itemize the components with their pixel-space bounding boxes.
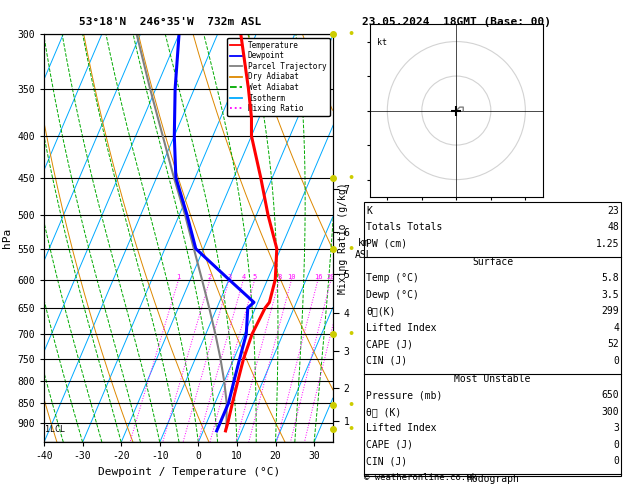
Text: 299: 299	[601, 306, 619, 316]
Text: 23: 23	[607, 206, 619, 216]
Text: 3.5: 3.5	[601, 290, 619, 300]
Text: θᴄ (K): θᴄ (K)	[366, 407, 401, 417]
Text: 1.25: 1.25	[596, 239, 619, 249]
Legend: Temperature, Dewpoint, Parcel Trajectory, Dry Adiabat, Wet Adiabat, Isotherm, Mi: Temperature, Dewpoint, Parcel Trajectory…	[227, 38, 330, 116]
Text: 4: 4	[613, 323, 619, 333]
Text: 2: 2	[208, 274, 212, 279]
Text: 0: 0	[613, 440, 619, 450]
Text: •: •	[347, 29, 355, 39]
Text: Hodograph: Hodograph	[466, 474, 519, 485]
Text: CIN (J): CIN (J)	[366, 356, 407, 366]
Text: Mixing Ratio (g/kg): Mixing Ratio (g/kg)	[338, 182, 348, 294]
Text: Lifted Index: Lifted Index	[366, 423, 437, 434]
Text: 0: 0	[613, 456, 619, 467]
Text: 0: 0	[613, 356, 619, 366]
Text: 5: 5	[253, 274, 257, 279]
Text: 20: 20	[326, 274, 335, 279]
Text: 4: 4	[242, 274, 245, 279]
Text: 5.8: 5.8	[601, 273, 619, 283]
Text: •: •	[347, 400, 355, 410]
Text: CAPE (J): CAPE (J)	[366, 440, 413, 450]
Text: •: •	[347, 329, 355, 339]
Text: 10: 10	[287, 274, 296, 279]
Text: 3: 3	[227, 274, 231, 279]
Text: Pressure (mb): Pressure (mb)	[366, 390, 442, 400]
Text: •: •	[347, 243, 355, 254]
Text: 1: 1	[177, 274, 181, 279]
Text: CAPE (J): CAPE (J)	[366, 339, 413, 349]
Text: CIN (J): CIN (J)	[366, 456, 407, 467]
Text: kt: kt	[377, 38, 387, 47]
Text: 23.05.2024  18GMT (Base: 00): 23.05.2024 18GMT (Base: 00)	[362, 17, 550, 27]
Text: Most Unstable: Most Unstable	[454, 374, 531, 384]
Text: •: •	[347, 424, 355, 434]
Text: 3: 3	[613, 423, 619, 434]
Text: θᴄ(K): θᴄ(K)	[366, 306, 396, 316]
Text: © weatheronline.co.uk: © weatheronline.co.uk	[364, 473, 476, 482]
Text: 8: 8	[277, 274, 282, 279]
Text: K: K	[366, 206, 372, 216]
Text: 52: 52	[607, 339, 619, 349]
Text: Dewp (°C): Dewp (°C)	[366, 290, 419, 300]
Text: 53°18'N  246°35'W  732m ASL: 53°18'N 246°35'W 732m ASL	[79, 17, 261, 27]
Text: 48: 48	[607, 222, 619, 232]
Text: Temp (°C): Temp (°C)	[366, 273, 419, 283]
Y-axis label: km
ASL: km ASL	[355, 238, 372, 260]
Y-axis label: hPa: hPa	[2, 228, 12, 248]
Text: •: •	[347, 173, 355, 183]
Text: PW (cm): PW (cm)	[366, 239, 407, 249]
Text: 650: 650	[601, 390, 619, 400]
Text: 16: 16	[314, 274, 322, 279]
Text: 300: 300	[601, 407, 619, 417]
Text: Surface: Surface	[472, 257, 513, 267]
Text: 1LCL: 1LCL	[45, 425, 65, 434]
X-axis label: Dewpoint / Temperature (°C): Dewpoint / Temperature (°C)	[97, 467, 280, 477]
Text: Totals Totals: Totals Totals	[366, 222, 442, 232]
Text: Lifted Index: Lifted Index	[366, 323, 437, 333]
